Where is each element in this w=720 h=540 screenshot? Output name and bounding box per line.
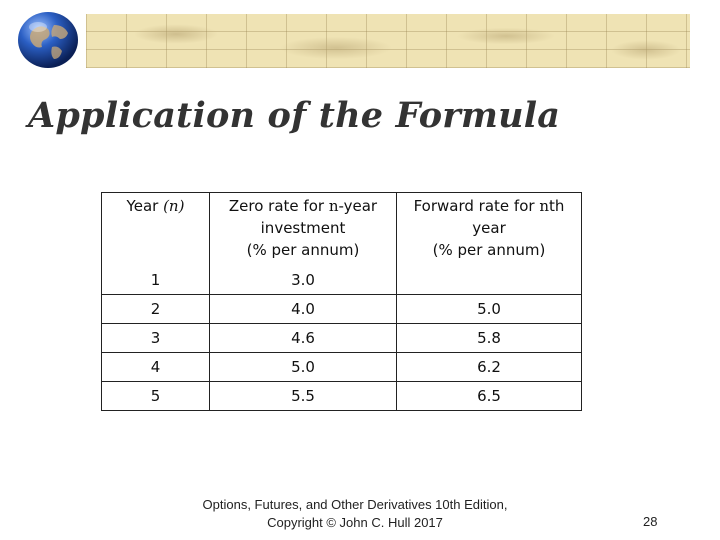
cell-year: 4 (101, 352, 210, 382)
table-header-row: Year (n) Zero rate for n-year investment(… (101, 192, 582, 266)
forward-rate-table: Year (n) Zero rate for n-year investment(… (101, 192, 582, 411)
table-row: 4 5.0 6.2 (101, 352, 582, 382)
cell-zero-rate: 5.5 (209, 381, 397, 411)
footer-line-1: Options, Futures, and Other Derivatives … (202, 497, 508, 512)
cell-year: 2 (101, 294, 210, 324)
cell-forward-rate: 6.5 (396, 381, 582, 411)
cell-forward-rate: 5.8 (396, 323, 582, 353)
globe-icon (18, 12, 78, 68)
table-row: 3 4.6 5.8 (101, 323, 582, 353)
cell-year: 1 (101, 266, 210, 295)
cell-forward-rate: 6.2 (396, 352, 582, 382)
table-row: 5 5.5 6.5 (101, 381, 582, 411)
page-number: 28 (643, 514, 658, 529)
table-row: 2 4.0 5.0 (101, 294, 582, 324)
footer-citation: Options, Futures, and Other Derivatives … (180, 496, 530, 532)
cell-zero-rate: 4.0 (209, 294, 397, 324)
header-zero-rate: Zero rate for n-year investment (% per ann… (209, 192, 397, 266)
header-map-band (86, 14, 690, 68)
cell-zero-rate: 4.6 (209, 323, 397, 353)
page-title: Application of the Formula (28, 95, 561, 136)
cell-forward-rate (396, 266, 582, 295)
cell-year: 3 (101, 323, 210, 353)
footer-line-2: Copyright © John C. Hull 2017 (267, 515, 443, 530)
cell-zero-rate: 5.0 (209, 352, 397, 382)
header-forward-rate: Forward rate for nth year (% per annum) (396, 192, 582, 266)
cell-year: 5 (101, 381, 210, 411)
cell-zero-rate: 3.0 (209, 266, 397, 295)
table-row: 1 3.0 (101, 266, 582, 295)
cell-forward-rate: 5.0 (396, 294, 582, 324)
header-year: Year (n) (101, 192, 210, 266)
